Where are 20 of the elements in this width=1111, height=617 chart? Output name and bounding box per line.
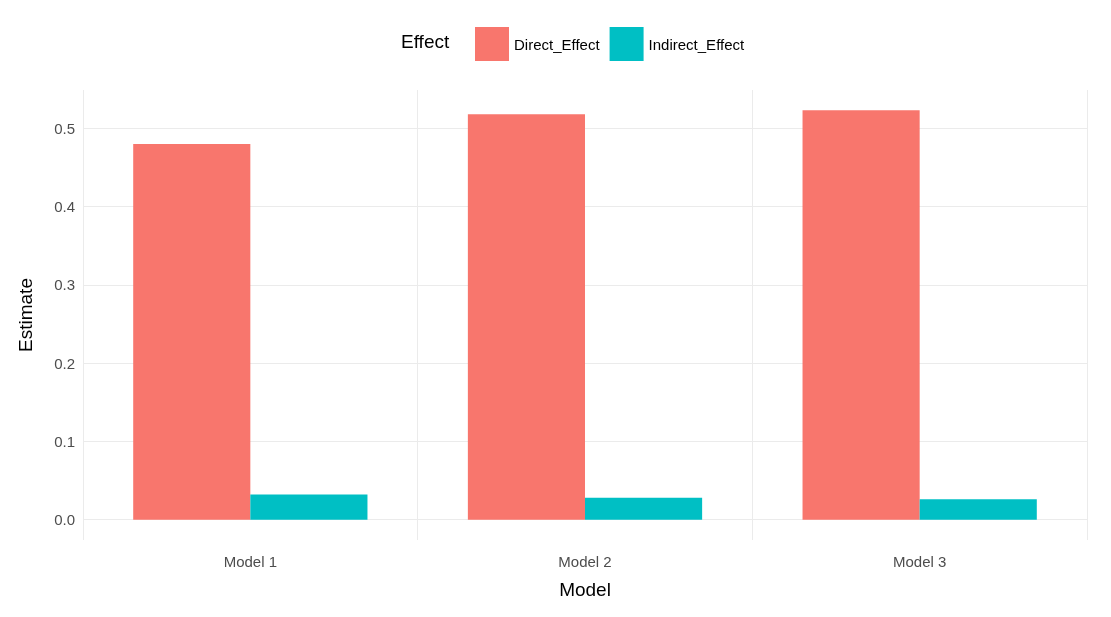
bar [919, 499, 1037, 520]
y-tick-label: 0.2 [54, 354, 75, 372]
bar [467, 114, 585, 520]
bar [250, 494, 368, 520]
y-tick-label: 0.4 [54, 198, 75, 216]
x-tick-label: Model 1 [223, 553, 278, 570]
legend-label: Direct_Effect [514, 35, 601, 53]
y-tick-label: 0.3 [54, 276, 75, 294]
bar [802, 110, 920, 520]
x-tick-label: Model 2 [558, 553, 612, 570]
bar [133, 144, 251, 520]
y-tick-label: 0.1 [54, 432, 75, 450]
legend-title: Effect [401, 31, 450, 52]
y-tick-label: 0.0 [54, 511, 75, 529]
bar [585, 497, 703, 520]
x-tick-label: Model 3 [892, 553, 947, 570]
y-tick-label: 0.5 [54, 119, 75, 137]
legend-label: Indirect_Effect [648, 35, 746, 53]
y-axis-title: Estimate [15, 278, 36, 352]
x-axis-title: Model [559, 579, 611, 600]
